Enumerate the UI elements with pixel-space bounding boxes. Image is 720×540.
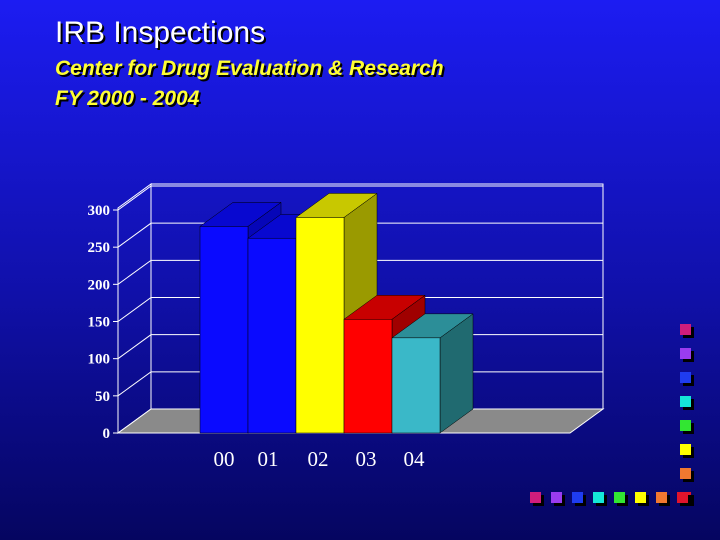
decorative-square (551, 492, 562, 503)
decorative-square (680, 468, 691, 479)
chart-left-wall (117, 183, 152, 434)
bar-front (199, 226, 249, 434)
x-tick-label: 00 (214, 447, 235, 471)
gridline (117, 297, 603, 322)
gridline (117, 222, 603, 248)
slide-title: IRB Inspections (55, 16, 266, 49)
bar (391, 313, 474, 434)
x-tick-label: 01 (258, 447, 279, 471)
bar-front (343, 319, 393, 434)
y-tick-label: 250 (88, 240, 111, 256)
decorative-square (572, 492, 583, 503)
y-tick-label: 50 (95, 389, 110, 405)
decorative-square (680, 348, 691, 359)
decorative-square (680, 324, 691, 335)
decorative-square (530, 492, 541, 503)
chart-bars (199, 192, 474, 434)
decorative-square (680, 372, 691, 383)
decorative-square (677, 492, 688, 503)
decorative-square (680, 444, 691, 455)
decorative-square (656, 492, 667, 503)
y-tick-label: 150 (88, 315, 111, 331)
x-tick-label: 02 (308, 447, 329, 471)
slide-subtitle: Center for Drug Evaluation & Research (55, 57, 444, 80)
decorative-square (614, 492, 625, 503)
slide-subtitle-years: FY 2000 - 2004 (55, 87, 200, 110)
x-axis: 00 01 02 03 04 (214, 447, 426, 471)
bar-front (247, 237, 297, 434)
bar-front (295, 217, 345, 434)
gridline (117, 259, 603, 285)
decorative-square (680, 420, 691, 431)
y-tick-label: 300 (88, 203, 111, 219)
bar-front (391, 337, 441, 434)
decorative-square (680, 396, 691, 407)
y-tick-label: 100 (88, 352, 111, 368)
decorative-square (593, 492, 604, 503)
y-tick-label: 0 (103, 426, 111, 442)
gridline (117, 185, 603, 211)
y-axis: 0 50 100 150 200 250 300 (88, 203, 570, 442)
x-tick-label: 03 (356, 447, 377, 471)
y-tick-label: 200 (88, 277, 111, 293)
x-tick-label: 04 (404, 447, 426, 471)
decorative-square (635, 492, 646, 503)
